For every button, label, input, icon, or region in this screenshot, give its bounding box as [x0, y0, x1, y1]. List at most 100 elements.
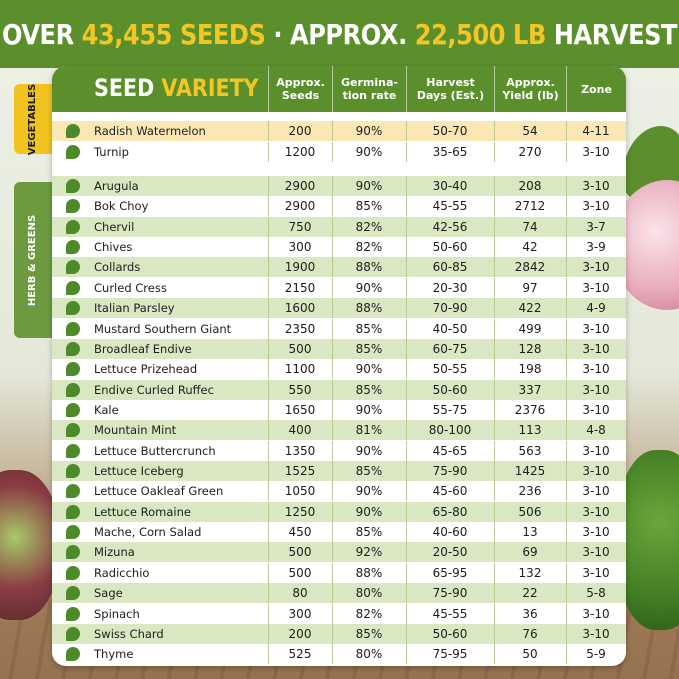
- row-seeds-value: 1900: [284, 260, 316, 275]
- column-divider: [494, 542, 495, 563]
- column-divider: [566, 501, 567, 522]
- table-row: Chervil 750 82% 42-56 74 3-7: [52, 216, 626, 237]
- row-zone-value: 5-9: [586, 647, 606, 662]
- column-divider: [566, 142, 567, 162]
- row-seeds-value: 1525: [284, 464, 316, 479]
- row-variety-name: Mache, Corn Salad: [94, 525, 202, 540]
- column-divider: [332, 379, 333, 400]
- row-zone-value: 3-10: [582, 504, 610, 519]
- column-divider: [332, 461, 333, 482]
- column-divider: [406, 142, 407, 162]
- table-row: Italian Parsley 1600 88% 70-90 422 4-9: [52, 298, 626, 319]
- column-divider: [268, 440, 269, 461]
- leaf-icon: [66, 362, 80, 377]
- row-days-value: 60-85: [432, 260, 468, 275]
- row-zone-value: 5-8: [586, 586, 606, 601]
- table-row: Lettuce Buttercrunch 1350 90% 45-65 563 3-10: [52, 440, 626, 461]
- column-divider: [406, 318, 407, 339]
- category-label-vegetables: VEGETABLES: [27, 83, 39, 155]
- row-days-value: 50-60: [432, 382, 468, 397]
- table-row: Kale 1650 90% 55-75 2376 3-10: [52, 399, 626, 420]
- column-divider: [332, 359, 333, 380]
- row-seeds-value: 1250: [284, 504, 316, 519]
- row-variety-name: Endive Curled Ruffec: [94, 382, 214, 397]
- column-divider: [494, 196, 495, 217]
- column-divider: [494, 562, 495, 583]
- table-title-part2: VARIETY: [161, 74, 259, 102]
- row-zone-value: 3-10: [582, 565, 610, 580]
- row-variety-name: Broadleaf Endive: [94, 341, 192, 356]
- leaf-icon: [66, 179, 80, 193]
- row-variety-name: Kale: [94, 402, 119, 417]
- row-variety-name: Lettuce Prizehead: [94, 362, 198, 377]
- row-germ-value: 90%: [355, 443, 383, 458]
- row-days-value: 50-55: [432, 362, 468, 377]
- row-germ-value: 88%: [355, 565, 383, 580]
- row-zone-value: 3-10: [582, 179, 610, 193]
- row-variety-name: Radish Watermelon: [94, 124, 206, 138]
- row-days-value: 60-75: [432, 341, 468, 356]
- column-divider: [332, 298, 333, 319]
- column-divider: [406, 277, 407, 298]
- table-row: Radicchio 500 88% 65-95 132 3-10: [52, 562, 626, 583]
- row-zone-value: 4-11: [582, 124, 610, 138]
- row-zone-value: 3-7: [586, 219, 606, 234]
- row-days-value: 20-30: [432, 280, 468, 295]
- row-germ-value: 90%: [355, 362, 383, 377]
- column-divider: [494, 298, 495, 319]
- column-divider: [406, 338, 407, 359]
- banner-seeds: 43,455 SEEDS: [81, 17, 266, 51]
- leaf-icon: [66, 443, 80, 458]
- row-seeds-value: 300: [288, 240, 312, 255]
- column-divider: [406, 583, 407, 604]
- column-divider: [406, 440, 407, 461]
- row-seeds-value: 2350: [284, 321, 316, 336]
- column-divider: [494, 379, 495, 400]
- row-seeds-value: 200: [288, 626, 312, 641]
- column-divider: [332, 644, 333, 665]
- banner-approx: APPROX.: [290, 17, 407, 51]
- table-row: Spinach 300 82% 45-55 36 3-10: [52, 603, 626, 624]
- column-divider: [494, 257, 495, 278]
- column-divider: [268, 176, 269, 196]
- leaf-icon: [66, 402, 80, 417]
- column-divider: [406, 420, 407, 441]
- row-zone-value: 3-10: [582, 606, 610, 621]
- row-yield-value: 563: [518, 443, 542, 458]
- column-divider: [566, 121, 567, 141]
- leaf-icon: [66, 525, 80, 540]
- row-days-value: 45-65: [432, 443, 468, 458]
- column-divider: [406, 216, 407, 237]
- column-divider: [494, 603, 495, 624]
- row-variety-name: Spinach: [94, 606, 140, 621]
- leaf-icon: [66, 484, 80, 499]
- row-germ-value: 82%: [355, 606, 383, 621]
- column-divider: [566, 176, 567, 196]
- row-variety-name: Bok Choy: [94, 199, 149, 214]
- banner-prefix: OVER: [1, 17, 74, 51]
- column-divider: [494, 277, 495, 298]
- table-row: Lettuce Romaine 1250 90% 65-80 506 3-10: [52, 501, 626, 522]
- row-yield-value: 97: [522, 280, 538, 295]
- column-divider: [566, 216, 567, 237]
- column-divider: [566, 318, 567, 339]
- row-yield-value: 198: [518, 362, 542, 377]
- row-germ-value: 90%: [355, 179, 383, 193]
- table-row: Mountain Mint 400 81% 80-100 113 4-8: [52, 420, 626, 441]
- row-zone-value: 3-10: [582, 484, 610, 499]
- row-seeds-value: 750: [288, 219, 312, 234]
- column-divider: [406, 121, 407, 141]
- row-variety-name: Turnip: [94, 145, 129, 159]
- row-yield-value: 42: [522, 240, 538, 255]
- row-germ-value: 90%: [355, 280, 383, 295]
- category-label-herbs: HERB & GREENS: [27, 214, 39, 306]
- leaf-icon: [66, 321, 80, 336]
- column-divider: [406, 542, 407, 563]
- row-days-value: 50-60: [432, 626, 468, 641]
- row-germ-value: 82%: [355, 240, 383, 255]
- row-yield-value: 2376: [514, 402, 546, 417]
- row-yield-value: 1425: [514, 464, 546, 479]
- category-tab-herbs: HERB & GREENS: [14, 182, 52, 338]
- column-divider: [332, 121, 333, 141]
- column-divider: [332, 257, 333, 278]
